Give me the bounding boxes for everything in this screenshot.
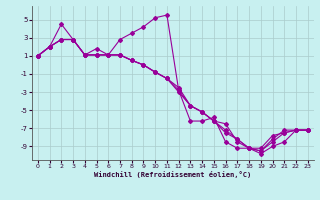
X-axis label: Windchill (Refroidissement éolien,°C): Windchill (Refroidissement éolien,°C) [94, 171, 252, 178]
